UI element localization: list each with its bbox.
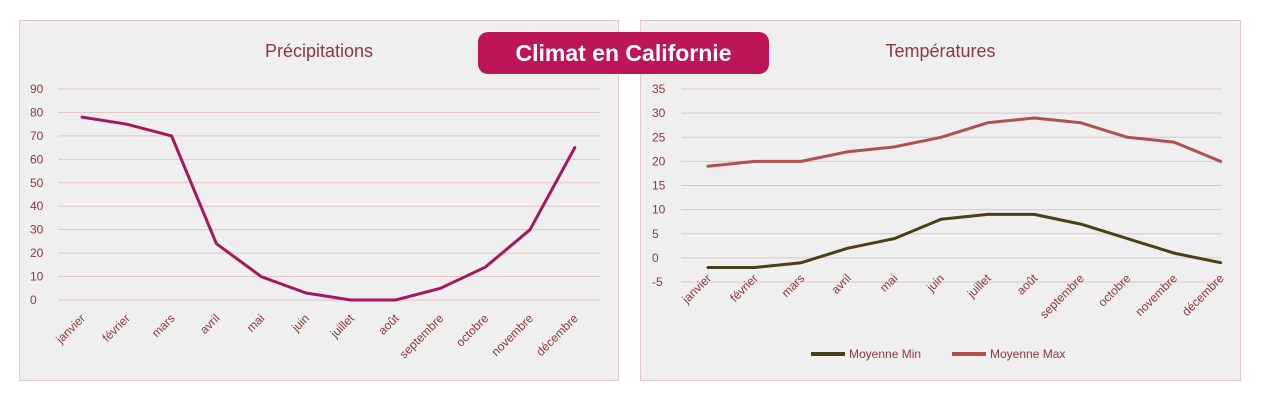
y-tick-label: 40 (30, 199, 44, 213)
y-tick-label: 35 (652, 82, 666, 96)
x-tick-label: mars (149, 311, 178, 340)
y-tick-label: 30 (652, 106, 666, 120)
temperature-plot: -5 0 5 10 15 20 25 30 35 janvier février mars avril m… (652, 82, 1227, 321)
y-tick-label: 20 (652, 154, 666, 168)
banner-title: Climat en Californie (478, 32, 769, 74)
precipitation-plot: 0 10 20 30 40 50 60 70 80 90 janvier février mars avr… (30, 82, 600, 361)
y-tick-label: 10 (652, 203, 666, 217)
x-tick-label: février (99, 311, 132, 344)
y-tick-label: 80 (30, 105, 44, 119)
legend-swatch (811, 352, 845, 356)
x-tick-label: avril (197, 311, 222, 336)
x-tick-label: décembre (533, 311, 581, 359)
x-tick-label: janvier (679, 271, 715, 307)
x-tick-label: juin (288, 311, 312, 335)
legend-swatch (952, 352, 986, 356)
y-tick-label: 0 (30, 293, 37, 307)
y-tick-label: 50 (30, 176, 44, 190)
y-tick-label: -5 (652, 275, 663, 289)
x-tick-label: septembre (1037, 271, 1087, 321)
chart-title: Températures (885, 41, 996, 61)
legend-item-min: Moyenne Min (811, 346, 921, 362)
y-tick-label: 60 (30, 152, 44, 166)
x-tick-label: février (727, 271, 760, 304)
temperature-chart: Températures -5 0 5 10 15 20 25 30 35 janvier févr… (640, 20, 1241, 381)
x-tick-label: juin (923, 271, 947, 295)
y-tick-label: 20 (30, 246, 44, 260)
precipitation-chart: Précipitations 0 10 20 30 40 50 60 70 80 90 janvie… (19, 20, 619, 381)
x-tick-label: juillet (964, 271, 994, 301)
series-line (706, 116, 1223, 168)
x-tick-label: juillet (327, 311, 357, 341)
y-tick-label: 0 (652, 251, 659, 265)
x-tick-label: décembre (1179, 271, 1227, 319)
x-tick-label: novembre (1132, 271, 1180, 319)
x-tick-label: novembre (488, 311, 536, 359)
y-tick-label: 5 (652, 227, 659, 241)
x-tick-label: août (375, 311, 402, 338)
y-tick-label: 10 (30, 270, 44, 284)
legend-label: Moyenne Max (990, 347, 1066, 361)
series-line (706, 212, 1223, 269)
x-tick-label: octobre (453, 311, 491, 349)
y-tick-label: 30 (30, 223, 44, 237)
x-tick-label: septembre (397, 311, 447, 361)
y-tick-label: 25 (652, 130, 666, 144)
x-tick-label: janvier (53, 311, 89, 347)
legend-label: Moyenne Min (849, 347, 922, 361)
legend-item-max: Moyenne Max (952, 346, 1065, 362)
y-tick-label: 90 (30, 82, 44, 96)
x-tick-label: mars (779, 271, 808, 300)
x-tick-label: mai (244, 311, 268, 335)
chart-title: Précipitations (264, 41, 374, 61)
y-tick-label: 70 (30, 129, 44, 143)
series-line (80, 115, 577, 302)
x-tick-label: août (1014, 271, 1041, 298)
y-tick-label: 15 (652, 179, 666, 193)
x-tick-label: octobre (1095, 271, 1133, 309)
legend: Moyenne Min Moyenne Max (641, 346, 1240, 362)
x-tick-label: avril (828, 271, 853, 296)
x-tick-label: mai (877, 271, 901, 295)
